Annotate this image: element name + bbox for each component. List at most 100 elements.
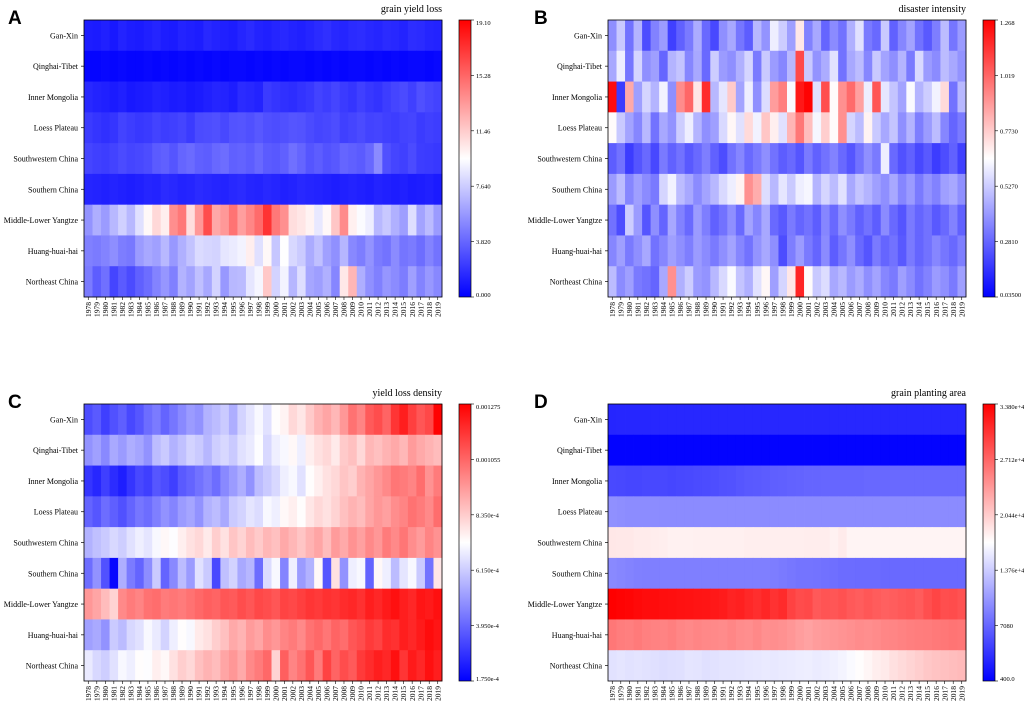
heatmap-cell — [659, 204, 669, 236]
row-label: Gan-Xin — [574, 31, 602, 40]
heatmap-cell — [676, 143, 686, 175]
year-label: 1986 — [152, 686, 161, 701]
heatmap-cell — [228, 266, 238, 298]
year-label: 2005 — [314, 302, 323, 317]
heatmap-cell — [735, 235, 745, 267]
heatmap-cell — [101, 404, 110, 436]
heatmap-cell — [889, 588, 899, 620]
heatmap-cell — [143, 266, 153, 298]
heatmap-cell — [872, 266, 882, 298]
heatmap-cell — [872, 557, 882, 590]
heatmap-cell — [812, 496, 822, 528]
heatmap-cell — [424, 81, 434, 113]
heatmap-cell — [931, 81, 941, 113]
year-label: 1994 — [744, 302, 753, 317]
heatmap-cell — [906, 50, 916, 82]
heatmap-cell — [254, 204, 264, 236]
heatmap-cell — [228, 112, 238, 144]
heatmap-cell — [271, 619, 281, 651]
heatmap-cell — [424, 266, 434, 298]
year-label: 1994 — [220, 302, 229, 317]
heatmap-cell — [280, 266, 289, 298]
heatmap-cell — [109, 235, 119, 267]
heatmap-cell — [906, 527, 916, 559]
heatmap-cell — [701, 235, 711, 267]
heatmap-cell — [135, 619, 145, 651]
heatmap-cell — [710, 588, 720, 620]
heatmap-cell — [642, 235, 652, 267]
heatmap-cell — [829, 81, 839, 113]
heatmap-cell — [424, 173, 434, 206]
heatmap-cell — [735, 434, 745, 466]
heatmap-cell — [433, 204, 443, 236]
heatmap-cell — [254, 235, 264, 267]
heatmap-cell — [906, 619, 916, 651]
heatmap-cell — [633, 173, 643, 206]
heatmap-cell — [676, 204, 686, 236]
heatmap-cell — [659, 20, 669, 52]
year-label: 2017 — [416, 686, 425, 701]
heatmap-cell — [804, 112, 813, 144]
heatmap-cell — [263, 204, 272, 236]
heatmap-cell — [433, 173, 443, 206]
heatmap-cell — [957, 266, 967, 298]
heatmap-cell — [92, 235, 102, 267]
heatmap-cell — [855, 434, 865, 466]
heatmap-cell — [650, 266, 660, 298]
heatmap-cell — [608, 235, 617, 267]
heatmap-cell — [160, 434, 170, 466]
heatmap-cell — [280, 619, 289, 651]
heatmap-cell — [194, 235, 204, 267]
heatmap-cell — [109, 204, 119, 236]
heatmap-cell — [642, 557, 652, 590]
heatmap-cell — [373, 465, 383, 497]
heatmap-cell — [382, 173, 392, 206]
heatmap-cell — [160, 557, 170, 590]
heatmap-cell — [829, 496, 839, 528]
heatmap-cell — [416, 619, 426, 651]
heatmap-cell — [348, 404, 358, 436]
year-label: 2002 — [812, 302, 821, 317]
heatmap-cell — [940, 557, 950, 590]
heatmap-cell — [109, 527, 119, 559]
heatmap-cell — [92, 20, 102, 52]
heatmap-cell — [897, 20, 907, 52]
panel-letter: B — [534, 8, 548, 29]
heatmap-cell — [356, 496, 366, 528]
heatmap-cell — [152, 235, 162, 267]
heatmap-cell — [152, 527, 162, 559]
colorbar — [458, 19, 472, 298]
heatmap-cell — [701, 143, 711, 175]
heatmap-cell — [761, 619, 771, 651]
year-label: 2011 — [889, 302, 898, 317]
heatmap-cell — [297, 173, 307, 206]
year-label: 1992 — [727, 302, 736, 317]
heatmap-cell — [659, 619, 669, 651]
colorbar-tick-label: 3.820 — [476, 239, 491, 246]
heatmap-cell — [365, 527, 375, 559]
heatmap-cell — [186, 81, 196, 113]
heatmap-cell — [390, 650, 400, 682]
heatmap-cell — [778, 235, 788, 267]
heatmap-cell — [710, 81, 720, 113]
heatmap-cell — [940, 204, 950, 236]
heatmap-cell — [855, 557, 865, 590]
heatmap-cell — [390, 588, 400, 620]
heatmap-cell — [143, 404, 153, 436]
heatmap-cell — [126, 527, 136, 559]
heatmap-cell — [914, 235, 924, 267]
heatmap-cell — [109, 266, 119, 298]
heatmap-cell — [761, 557, 771, 590]
heatmap-cell — [829, 465, 839, 497]
heatmap-cell — [92, 465, 102, 497]
heatmap-cell — [245, 20, 255, 52]
heatmap-cell — [237, 404, 247, 436]
heatmap-cell — [701, 404, 711, 436]
heatmap-cell — [642, 619, 652, 651]
heatmap-cell — [331, 588, 341, 620]
year-label: 2000 — [795, 302, 804, 317]
heatmap-cell — [931, 557, 941, 590]
heatmap-cell — [339, 235, 349, 267]
heatmap-cell — [846, 404, 856, 436]
heatmap-cell — [787, 235, 796, 267]
